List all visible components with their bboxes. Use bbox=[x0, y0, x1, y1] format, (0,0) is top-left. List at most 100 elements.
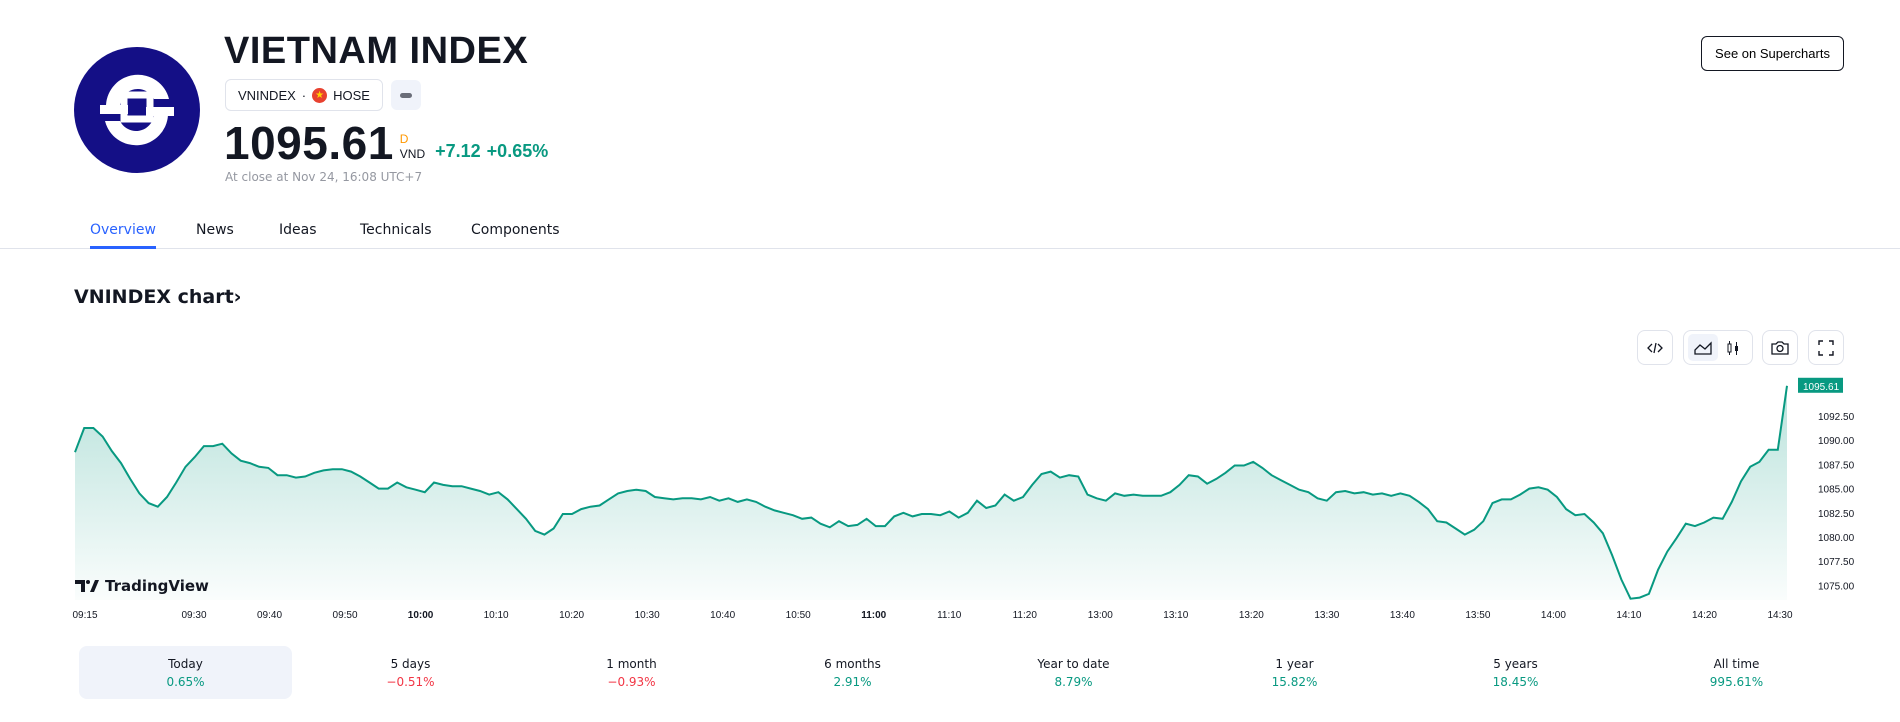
page-title: VIETNAM INDEX bbox=[224, 30, 529, 72]
area-fill bbox=[75, 385, 1787, 600]
x-tick-label: 10:40 bbox=[710, 610, 735, 621]
y-tick-label: 1077.50 bbox=[1818, 557, 1855, 568]
period-5-years[interactable]: 5 years 18.45% bbox=[1405, 646, 1626, 699]
period-today[interactable]: Today 0.65% bbox=[79, 646, 292, 699]
x-tick-label: 09:50 bbox=[333, 610, 358, 621]
y-tick-label: 1092.50 bbox=[1818, 412, 1855, 423]
period-label: Year to date bbox=[1037, 656, 1110, 671]
x-tick-label: 14:30 bbox=[1767, 610, 1792, 621]
see-on-supercharts-button[interactable]: See on Supercharts bbox=[1701, 36, 1844, 71]
price-flag: D bbox=[399, 132, 409, 146]
camera-icon bbox=[1771, 341, 1789, 355]
period-change: −0.51% bbox=[386, 674, 435, 689]
x-tick-label: 13:30 bbox=[1314, 610, 1339, 621]
x-tick-label: 13:00 bbox=[1088, 610, 1113, 621]
currency: VND bbox=[399, 147, 426, 161]
x-tick-label: 10:20 bbox=[559, 610, 584, 621]
tab-overview[interactable]: Overview bbox=[90, 222, 156, 249]
price-meta: D VND bbox=[400, 132, 425, 168]
x-tick-label: 10:10 bbox=[484, 610, 509, 621]
change-percent: +0.65% bbox=[486, 141, 549, 161]
chart-style-group bbox=[1683, 330, 1753, 365]
tradingview-brand: TradingView bbox=[105, 577, 209, 595]
period-change: 2.91% bbox=[833, 674, 872, 689]
tab-technicals[interactable]: Technicals bbox=[360, 222, 432, 238]
x-tick-label: 09:40 bbox=[257, 610, 282, 621]
x-tick-label: 09:30 bbox=[181, 610, 206, 621]
candlestick-icon bbox=[1727, 340, 1738, 355]
tab-news[interactable]: News bbox=[196, 222, 234, 238]
area-style-button[interactable] bbox=[1688, 334, 1718, 361]
period-label: 1 year bbox=[1275, 656, 1314, 671]
period-change: 15.82% bbox=[1271, 674, 1318, 689]
period-all-time[interactable]: All time 995.61% bbox=[1626, 646, 1847, 699]
chart-section-title[interactable]: VNINDEX chart› bbox=[74, 286, 242, 308]
exchange-name: HOSE bbox=[333, 87, 370, 103]
x-tick-label: 14:10 bbox=[1616, 610, 1641, 621]
symbol-badge[interactable]: VNINDEX · ★ HOSE bbox=[225, 79, 383, 111]
tab-bar: Overview News Ideas Technicals Component… bbox=[0, 220, 1900, 249]
x-tick-label: 11:00 bbox=[861, 610, 886, 621]
y-tick-label: 1082.50 bbox=[1818, 509, 1855, 520]
tradingview-logo[interactable]: TradingView bbox=[75, 577, 209, 595]
y-tick-label: 1090.00 bbox=[1818, 436, 1855, 447]
y-tick-label: 1075.00 bbox=[1818, 581, 1855, 592]
period-1-year[interactable]: 1 year 15.82% bbox=[1184, 646, 1405, 699]
more-button[interactable] bbox=[390, 80, 421, 110]
chevron-right-icon: › bbox=[233, 286, 242, 308]
tab-components[interactable]: Components bbox=[471, 222, 560, 238]
vietnam-flag-icon: ★ bbox=[312, 87, 328, 103]
tab-ideas[interactable]: Ideas bbox=[279, 222, 317, 238]
snapshot-button[interactable] bbox=[1762, 330, 1798, 365]
symbol-row: VNINDEX · ★ HOSE bbox=[225, 79, 421, 111]
period-change: 18.45% bbox=[1492, 674, 1539, 689]
price-row: 1095.61 D VND +7.12 +0.65% bbox=[224, 118, 548, 168]
period-1-month[interactable]: 1 month −0.93% bbox=[521, 646, 742, 699]
period-label: Today bbox=[168, 656, 203, 671]
period-label: 5 days bbox=[390, 656, 431, 671]
candle-style-button[interactable] bbox=[1718, 334, 1748, 361]
last-price: 1095.61 bbox=[224, 117, 394, 169]
x-tick-label: 10:50 bbox=[786, 610, 811, 621]
period-label: 5 years bbox=[1493, 656, 1538, 671]
separator: · bbox=[301, 87, 307, 103]
x-tick-label: 11:20 bbox=[1013, 610, 1038, 621]
period-5-days[interactable]: 5 days −0.51% bbox=[300, 646, 521, 699]
fullscreen-button[interactable] bbox=[1808, 330, 1844, 365]
close-timestamp: At close at Nov 24, 16:08 UTC+7 bbox=[225, 170, 423, 184]
y-tick-label: 1085.00 bbox=[1818, 485, 1855, 496]
x-tick-label: 13:40 bbox=[1390, 610, 1415, 621]
price-line bbox=[74, 385, 1788, 600]
vnindex-logo-icon bbox=[100, 74, 174, 146]
last-price-label: 1095.61 bbox=[1803, 382, 1840, 393]
x-tick-label: 14:00 bbox=[1541, 610, 1566, 621]
period-label: All time bbox=[1713, 656, 1760, 671]
period-label: 6 months bbox=[824, 656, 881, 671]
chart-title-text: VNINDEX chart bbox=[74, 286, 234, 308]
period-change: −0.93% bbox=[607, 674, 656, 689]
more-icon bbox=[399, 92, 412, 98]
tradingview-icon bbox=[75, 580, 99, 592]
last-price-marker bbox=[1798, 377, 1843, 393]
performance-periods: Today 0.65% 5 days −0.51% 1 month −0.93% 6 mon… bbox=[79, 646, 1847, 699]
fullscreen-icon bbox=[1818, 339, 1834, 356]
price-chart[interactable]: 1092.50 1090.00 1087.50 1085.00 1082.50 1080.… bbox=[0, 370, 1900, 630]
x-tick-label: 13:50 bbox=[1465, 610, 1490, 621]
x-tick-label: 09:15 bbox=[72, 610, 97, 621]
price-change: +7.12 +0.65% bbox=[435, 141, 548, 168]
x-tick-label: 10:30 bbox=[635, 610, 660, 621]
embed-button[interactable] bbox=[1637, 330, 1673, 365]
period-year-to-date[interactable]: Year to date 8.79% bbox=[963, 646, 1184, 699]
period-change: 8.79% bbox=[1054, 674, 1093, 689]
change-value: +7.12 bbox=[435, 141, 481, 161]
y-tick-label: 1087.50 bbox=[1818, 460, 1855, 471]
period-change: 995.61% bbox=[1709, 674, 1764, 689]
x-tick-label: 10:00 bbox=[408, 610, 434, 621]
period-6-months[interactable]: 6 months 2.91% bbox=[742, 646, 963, 699]
area-chart-icon bbox=[1694, 340, 1712, 355]
x-tick-label: 11:10 bbox=[937, 610, 962, 621]
x-tick-label: 13:20 bbox=[1239, 610, 1264, 621]
period-label: 1 month bbox=[606, 656, 657, 671]
symbol-ticker: VNINDEX bbox=[238, 87, 296, 103]
period-change: 0.65% bbox=[166, 674, 205, 689]
